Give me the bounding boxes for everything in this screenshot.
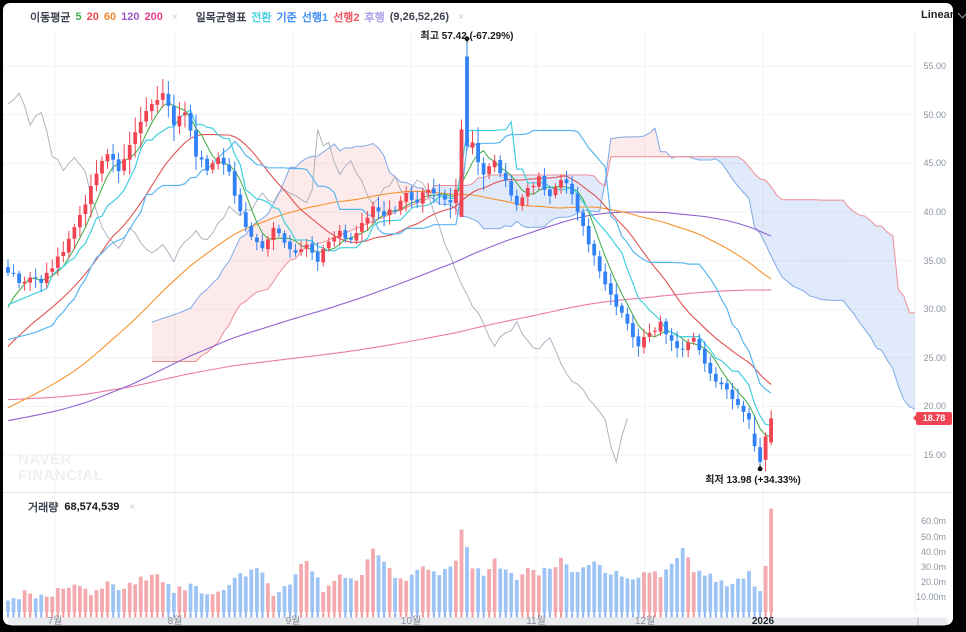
month-label: 2026: [751, 616, 775, 627]
ma-period-5[interactable]: 5: [75, 11, 82, 23]
month-label: 12월: [634, 616, 656, 627]
ma-period-60[interactable]: 60: [103, 11, 117, 23]
volume-axis-label: 60.0m: [920, 516, 946, 527]
ichimoku-item-list: 전환 기준 선행1 선행2 후행: [251, 9, 384, 25]
price-axis-label: 15.00: [923, 450, 946, 460]
ma-period-200[interactable]: 200: [144, 11, 163, 23]
watermark-line1: NAVER: [18, 451, 72, 468]
volume-layer: [6, 508, 773, 612]
chevron-down-icon: [957, 8, 966, 19]
high-annotation: 최고 57.42 (-67.29%): [407, 27, 527, 42]
month-label: 8월: [167, 616, 183, 627]
low-annotation-prefix: 최저: [705, 475, 724, 486]
price-axis-label: 55.00: [923, 61, 946, 72]
month-label: 10월: [400, 616, 422, 627]
volume-value: 68,574,539: [64, 501, 120, 513]
ichimoku-item-기준[interactable]: 기준: [276, 12, 297, 24]
volume-axis-label: 40.0m: [920, 546, 946, 557]
volume-close-icon[interactable]: ×: [129, 501, 136, 513]
indicator-toolbar: 이동평균 5 20 60 120 200 × 일목균형표 전환 기준 선행1 선행2 후행 (9…: [30, 9, 464, 25]
ichimoku-legend[interactable]: 일목균형표 전환 기준 선행1 선행2 후행 (9,26,52,26) ×: [196, 9, 464, 25]
ichimoku-item-선행2[interactable]: 선행2: [333, 12, 360, 24]
volume-axis-label: 30.0m: [920, 561, 946, 572]
scale-selector[interactable]: Linear: [921, 8, 966, 21]
price-axis-label: 40.00: [923, 207, 946, 217]
current-price-badge: 18.78: [913, 411, 952, 425]
ichimoku-item-선행1[interactable]: 선행1: [301, 12, 329, 24]
volume-header: 거래량 68,574,539 ×: [28, 499, 135, 515]
ma-period-list: 5 20 60 120 200: [75, 11, 162, 23]
volume-axis-label: 20.0m: [920, 576, 946, 587]
price-axis-label: 35.00: [923, 255, 946, 266]
watermark-line2: FINANCIAL: [18, 467, 104, 484]
minimap-scrollbar[interactable]: [7, 610, 948, 626]
high-annotation-prefix: 최고: [420, 31, 439, 42]
ma-legend-label: 이동평균: [30, 12, 71, 24]
volume-label: 거래량: [28, 502, 59, 514]
extreme-markers: [464, 36, 763, 472]
ma-legend[interactable]: 이동평균 5 20 60 120 200 ×: [30, 9, 178, 25]
price-axis-label: 30.00: [923, 304, 946, 315]
price-axis-label: 25.00: [923, 352, 946, 363]
watermark: NAVER FINANCIAL: [18, 452, 103, 484]
ichimoku-legend-close-icon[interactable]: ×: [458, 11, 464, 23]
price-axis-label: 20.00: [923, 401, 946, 412]
low-annotation-value: 13.98 (+34.33%): [726, 475, 801, 486]
ichimoku-params: (9,26,52,26): [389, 11, 450, 23]
ma-period-120[interactable]: 120: [121, 11, 140, 23]
month-label: 9월: [285, 616, 301, 627]
ichimoku-legend-label: 일목균형표: [195, 12, 247, 24]
scale-selector-label: Linear: [921, 9, 955, 21]
high-annotation-value: 57.42 (-67.29%): [441, 31, 514, 42]
low-annotation: 최저 13.98 (+34.33%): [693, 471, 813, 486]
volume-axis-label: 10.00m: [916, 591, 947, 602]
month-label: 7월: [47, 616, 63, 627]
price-axis-label: 50.00: [923, 109, 946, 120]
ma-legend-close-icon[interactable]: ×: [171, 11, 178, 23]
ma-period-20[interactable]: 20: [86, 11, 99, 23]
volume-axis-label: 50.0m: [920, 531, 946, 542]
candles-layer: [6, 42, 773, 472]
ichimoku-item-전환[interactable]: 전환: [251, 12, 272, 24]
month-label: 11월: [526, 616, 546, 627]
ichimoku-item-후행[interactable]: 후행: [364, 12, 385, 24]
price-axis-label: 45.00: [923, 158, 946, 169]
